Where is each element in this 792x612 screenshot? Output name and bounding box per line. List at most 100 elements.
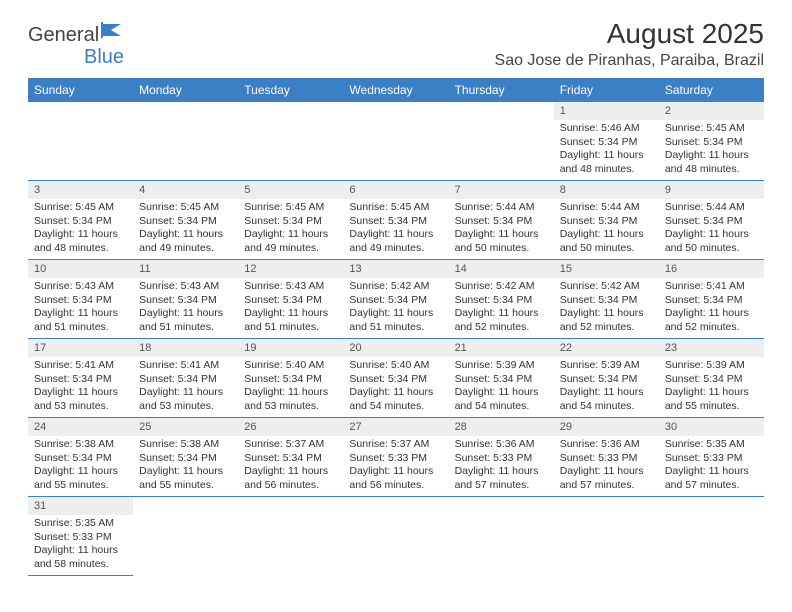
- day-content: Sunrise: 5:38 AMSunset: 5:34 PMDaylight:…: [133, 436, 238, 496]
- day-content: Sunrise: 5:39 AMSunset: 5:34 PMDaylight:…: [449, 357, 554, 417]
- calendar-day-cell: [133, 497, 238, 576]
- header-thursday: Thursday: [449, 78, 554, 102]
- calendar-day-cell: 7Sunrise: 5:44 AMSunset: 5:34 PMDaylight…: [449, 181, 554, 260]
- weekday-header-row: Sunday Monday Tuesday Wednesday Thursday…: [28, 78, 764, 102]
- calendar-day-cell: 31Sunrise: 5:35 AMSunset: 5:33 PMDayligh…: [28, 497, 133, 576]
- calendar-day-cell: 29Sunrise: 5:36 AMSunset: 5:33 PMDayligh…: [554, 418, 659, 497]
- calendar-day-cell: 11Sunrise: 5:43 AMSunset: 5:34 PMDayligh…: [133, 260, 238, 339]
- day-content: Sunrise: 5:42 AMSunset: 5:34 PMDaylight:…: [343, 278, 448, 338]
- day-number: 19: [238, 339, 343, 357]
- calendar-week-row: 10Sunrise: 5:43 AMSunset: 5:34 PMDayligh…: [28, 260, 764, 339]
- day-content: Sunrise: 5:43 AMSunset: 5:34 PMDaylight:…: [133, 278, 238, 338]
- day-content: Sunrise: 5:36 AMSunset: 5:33 PMDaylight:…: [554, 436, 659, 496]
- day-number: 4: [133, 181, 238, 199]
- day-content: Sunrise: 5:46 AMSunset: 5:34 PMDaylight:…: [554, 120, 659, 180]
- day-number: 20: [343, 339, 448, 357]
- day-number-empty: [343, 102, 448, 120]
- day-content: Sunrise: 5:45 AMSunset: 5:34 PMDaylight:…: [28, 199, 133, 259]
- day-number: 7: [449, 181, 554, 199]
- day-number: 5: [238, 181, 343, 199]
- day-content: Sunrise: 5:44 AMSunset: 5:34 PMDaylight:…: [449, 199, 554, 259]
- day-number: 28: [449, 418, 554, 436]
- logo-text-general: General: [28, 24, 99, 47]
- flag-icon: [101, 22, 123, 43]
- day-number: 14: [449, 260, 554, 278]
- calendar-page: General August 2025 Sao Jose de Piranhas…: [0, 0, 792, 594]
- day-number: 13: [343, 260, 448, 278]
- calendar-day-cell: 9Sunrise: 5:44 AMSunset: 5:34 PMDaylight…: [659, 181, 764, 260]
- calendar-day-cell: [28, 102, 133, 181]
- day-content: Sunrise: 5:41 AMSunset: 5:34 PMDaylight:…: [659, 278, 764, 338]
- calendar-day-cell: [449, 497, 554, 576]
- day-content: Sunrise: 5:40 AMSunset: 5:34 PMDaylight:…: [343, 357, 448, 417]
- calendar-week-row: 17Sunrise: 5:41 AMSunset: 5:34 PMDayligh…: [28, 339, 764, 418]
- day-number-empty: [28, 102, 133, 120]
- day-number: 31: [28, 497, 133, 515]
- day-content: Sunrise: 5:44 AMSunset: 5:34 PMDaylight:…: [554, 199, 659, 259]
- day-number: 8: [554, 181, 659, 199]
- day-number-empty: [449, 102, 554, 120]
- day-content: Sunrise: 5:37 AMSunset: 5:33 PMDaylight:…: [343, 436, 448, 496]
- day-content: Sunrise: 5:43 AMSunset: 5:34 PMDaylight:…: [28, 278, 133, 338]
- calendar-day-cell: 4Sunrise: 5:45 AMSunset: 5:34 PMDaylight…: [133, 181, 238, 260]
- day-content: Sunrise: 5:39 AMSunset: 5:34 PMDaylight:…: [554, 357, 659, 417]
- header-sunday: Sunday: [28, 78, 133, 102]
- header-friday: Friday: [554, 78, 659, 102]
- day-content: Sunrise: 5:36 AMSunset: 5:33 PMDaylight:…: [449, 436, 554, 496]
- day-content: Sunrise: 5:41 AMSunset: 5:34 PMDaylight:…: [28, 357, 133, 417]
- page-header: General August 2025 Sao Jose de Piranhas…: [28, 18, 764, 70]
- calendar-day-cell: [343, 102, 448, 181]
- calendar-day-cell: [449, 102, 554, 181]
- calendar-day-cell: 24Sunrise: 5:38 AMSunset: 5:34 PMDayligh…: [28, 418, 133, 497]
- calendar-day-cell: [238, 102, 343, 181]
- header-wednesday: Wednesday: [343, 78, 448, 102]
- day-number: 22: [554, 339, 659, 357]
- day-number: 15: [554, 260, 659, 278]
- day-number: 6: [343, 181, 448, 199]
- day-content-empty: [343, 120, 448, 174]
- calendar-day-cell: 27Sunrise: 5:37 AMSunset: 5:33 PMDayligh…: [343, 418, 448, 497]
- day-number: 10: [28, 260, 133, 278]
- calendar-day-cell: 21Sunrise: 5:39 AMSunset: 5:34 PMDayligh…: [449, 339, 554, 418]
- day-content-empty: [238, 120, 343, 174]
- day-number: 26: [238, 418, 343, 436]
- day-number: 27: [343, 418, 448, 436]
- calendar-day-cell: [133, 102, 238, 181]
- day-number: 3: [28, 181, 133, 199]
- day-number-empty: [238, 102, 343, 120]
- day-content: Sunrise: 5:35 AMSunset: 5:33 PMDaylight:…: [28, 515, 133, 575]
- day-content: Sunrise: 5:45 AMSunset: 5:34 PMDaylight:…: [343, 199, 448, 259]
- calendar-table: Sunday Monday Tuesday Wednesday Thursday…: [28, 78, 764, 576]
- day-content-empty: [28, 120, 133, 174]
- day-content-empty: [449, 120, 554, 174]
- calendar-day-cell: 18Sunrise: 5:41 AMSunset: 5:34 PMDayligh…: [133, 339, 238, 418]
- calendar-week-row: 1Sunrise: 5:46 AMSunset: 5:34 PMDaylight…: [28, 102, 764, 181]
- day-number: 18: [133, 339, 238, 357]
- day-content: Sunrise: 5:45 AMSunset: 5:34 PMDaylight:…: [238, 199, 343, 259]
- calendar-day-cell: [343, 497, 448, 576]
- day-number: 16: [659, 260, 764, 278]
- calendar-day-cell: 1Sunrise: 5:46 AMSunset: 5:34 PMDaylight…: [554, 102, 659, 181]
- day-content: Sunrise: 5:35 AMSunset: 5:33 PMDaylight:…: [659, 436, 764, 496]
- day-number: 30: [659, 418, 764, 436]
- day-number: 12: [238, 260, 343, 278]
- location-text: Sao Jose de Piranhas, Paraiba, Brazil: [495, 52, 764, 70]
- day-content: Sunrise: 5:39 AMSunset: 5:34 PMDaylight:…: [659, 357, 764, 417]
- day-content: Sunrise: 5:45 AMSunset: 5:34 PMDaylight:…: [133, 199, 238, 259]
- calendar-day-cell: 26Sunrise: 5:37 AMSunset: 5:34 PMDayligh…: [238, 418, 343, 497]
- calendar-day-cell: 15Sunrise: 5:42 AMSunset: 5:34 PMDayligh…: [554, 260, 659, 339]
- calendar-day-cell: 19Sunrise: 5:40 AMSunset: 5:34 PMDayligh…: [238, 339, 343, 418]
- calendar-week-row: 24Sunrise: 5:38 AMSunset: 5:34 PMDayligh…: [28, 418, 764, 497]
- calendar-day-cell: 25Sunrise: 5:38 AMSunset: 5:34 PMDayligh…: [133, 418, 238, 497]
- calendar-day-cell: 12Sunrise: 5:43 AMSunset: 5:34 PMDayligh…: [238, 260, 343, 339]
- calendar-day-cell: 10Sunrise: 5:43 AMSunset: 5:34 PMDayligh…: [28, 260, 133, 339]
- day-number: 29: [554, 418, 659, 436]
- calendar-day-cell: [238, 497, 343, 576]
- calendar-day-cell: 23Sunrise: 5:39 AMSunset: 5:34 PMDayligh…: [659, 339, 764, 418]
- calendar-day-cell: 22Sunrise: 5:39 AMSunset: 5:34 PMDayligh…: [554, 339, 659, 418]
- calendar-day-cell: 2Sunrise: 5:45 AMSunset: 5:34 PMDaylight…: [659, 102, 764, 181]
- day-content: Sunrise: 5:42 AMSunset: 5:34 PMDaylight:…: [554, 278, 659, 338]
- day-number: 1: [554, 102, 659, 120]
- calendar-day-cell: 13Sunrise: 5:42 AMSunset: 5:34 PMDayligh…: [343, 260, 448, 339]
- header-saturday: Saturday: [659, 78, 764, 102]
